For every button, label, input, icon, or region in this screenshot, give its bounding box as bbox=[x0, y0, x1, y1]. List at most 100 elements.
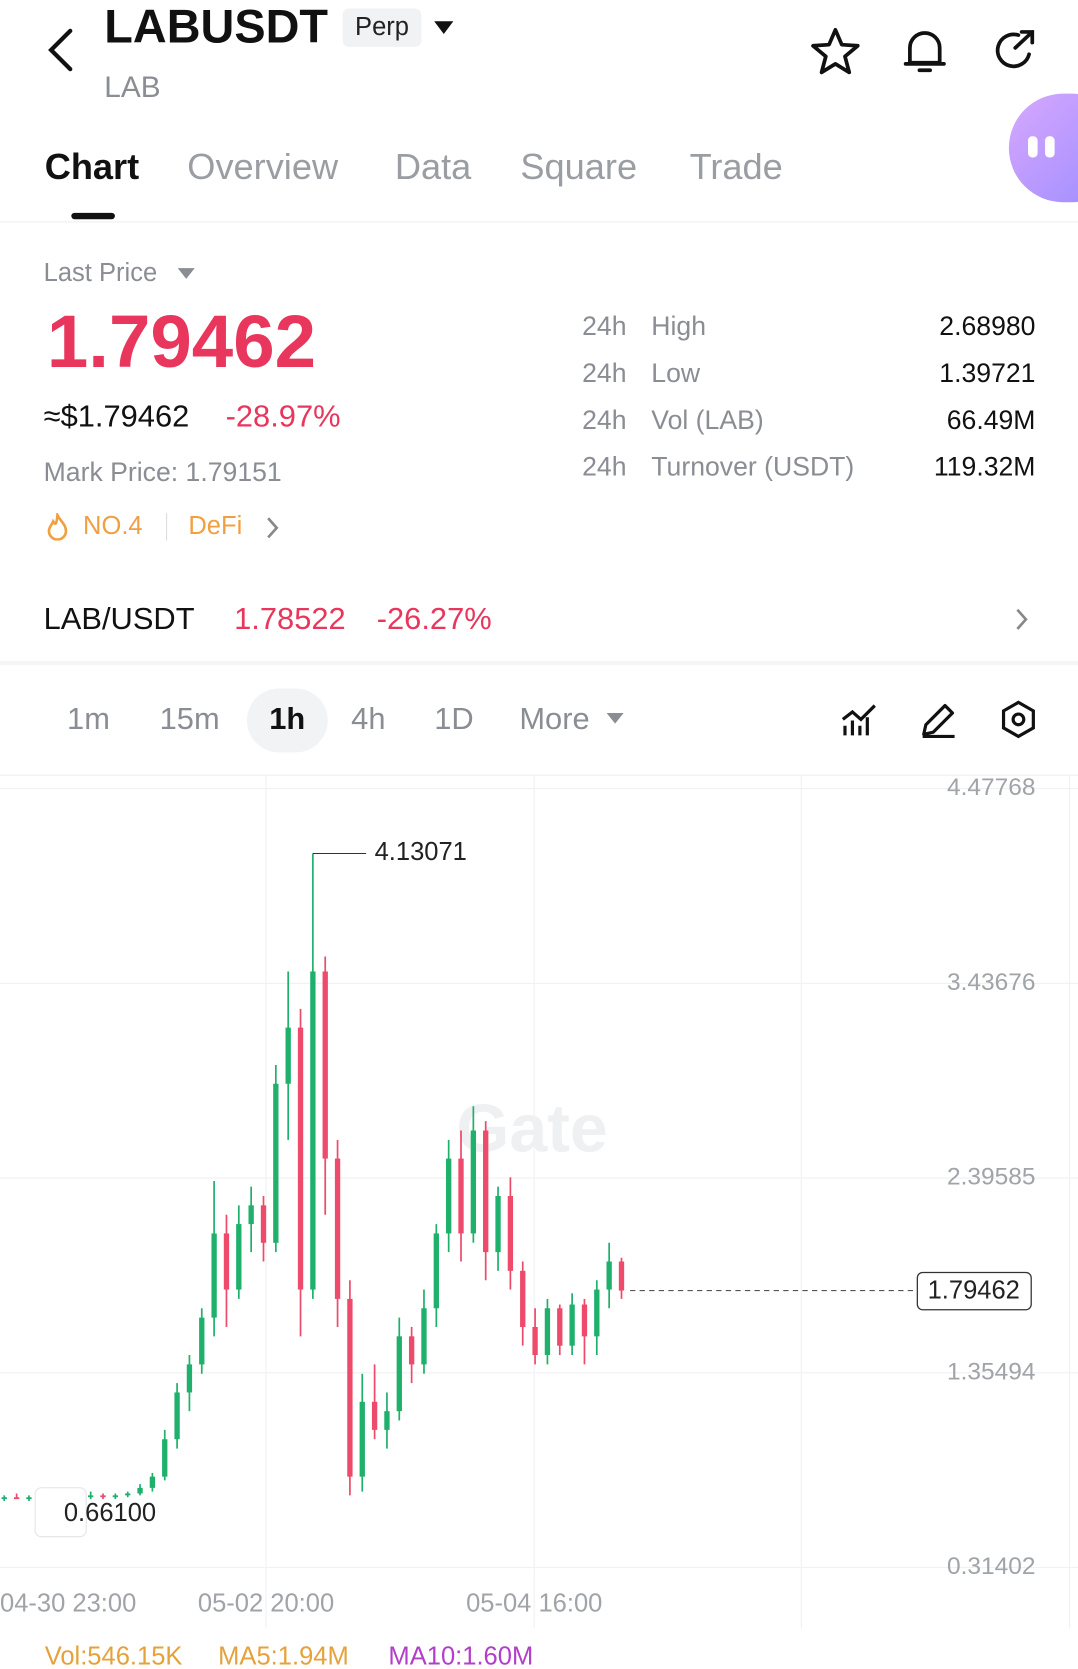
low-label: 0.66100 bbox=[64, 1499, 156, 1527]
timeframe[interactable]: 1D bbox=[434, 702, 474, 737]
candle-body bbox=[532, 1326, 538, 1356]
candle-body bbox=[260, 1205, 267, 1243]
bubble-eye bbox=[1028, 136, 1038, 158]
candle-body bbox=[211, 1233, 217, 1318]
candle-body bbox=[594, 1289, 600, 1337]
candle-body bbox=[347, 1298, 353, 1477]
indicator-value: Vol:546.15K bbox=[44, 1642, 183, 1669]
dropdown[interactable] bbox=[606, 711, 625, 726]
candle-body bbox=[248, 1205, 254, 1225]
tab[interactable]: Trade bbox=[689, 146, 783, 188]
symbol: LABUSDT bbox=[104, 1, 328, 54]
price-type[interactable]: Last Price bbox=[43, 258, 158, 288]
divider bbox=[0, 774, 1078, 776]
candle-body bbox=[334, 1158, 341, 1299]
candle-body bbox=[1, 1497, 7, 1500]
y-tick-label: 1.35494 bbox=[947, 1358, 1035, 1385]
candle-body bbox=[310, 971, 316, 1290]
settings-icon[interactable] bbox=[999, 699, 1037, 739]
candle-body bbox=[544, 1308, 551, 1356]
timeframe-more[interactable]: More bbox=[519, 702, 590, 737]
back-button[interactable] bbox=[43, 27, 79, 74]
base-asset: LAB bbox=[104, 70, 161, 104]
candle-body bbox=[618, 1261, 625, 1291]
candle-body bbox=[520, 1270, 526, 1327]
spot-change: -26.27% bbox=[376, 602, 492, 637]
y-tick-label: 0.31402 bbox=[947, 1553, 1035, 1580]
candle-body bbox=[495, 1196, 501, 1253]
tab-active[interactable]: Chart bbox=[44, 146, 140, 188]
stat-period: 24h bbox=[582, 452, 627, 483]
timeframe[interactable]: 1m bbox=[67, 702, 110, 737]
candle-body bbox=[433, 1233, 439, 1309]
tab[interactable]: Square bbox=[520, 146, 638, 188]
spot-pair[interactable]: LAB/USDT bbox=[43, 602, 195, 637]
candle-body bbox=[446, 1158, 452, 1234]
alert-icon[interactable] bbox=[900, 26, 949, 77]
chevron[interactable] bbox=[264, 515, 281, 541]
timeframe-active[interactable]: 1h bbox=[269, 702, 306, 737]
stat-value: 66.49M bbox=[946, 405, 1036, 436]
chevron[interactable] bbox=[1013, 607, 1030, 633]
candle-body bbox=[470, 1130, 477, 1234]
dropdown[interactable] bbox=[433, 19, 454, 36]
candle-body bbox=[236, 1224, 242, 1290]
candle-body bbox=[581, 1304, 588, 1337]
separator bbox=[166, 512, 168, 541]
stat-value: 119.32M bbox=[933, 452, 1036, 483]
draw-icon[interactable] bbox=[919, 700, 957, 739]
tab[interactable]: Data bbox=[394, 146, 472, 188]
share-icon[interactable] bbox=[990, 27, 1039, 76]
x-tick-label: 05-04 16:00 bbox=[466, 1590, 602, 1618]
mark-price: Mark Price: 1.79151 bbox=[43, 457, 282, 488]
candle-body bbox=[149, 1476, 156, 1488]
candle-body bbox=[199, 1317, 205, 1365]
assistant-bubble[interactable] bbox=[1008, 93, 1078, 203]
candle-body bbox=[273, 1083, 279, 1243]
low-marker-box bbox=[34, 1487, 87, 1538]
candle-body bbox=[371, 1401, 378, 1430]
candlestick-chart: Gate 4.47768 3.43676 2.39585 1.35494 0.31402… bbox=[0, 774, 1078, 1629]
favorite-icon[interactable] bbox=[811, 27, 860, 76]
rank-tag[interactable]: NO.4 bbox=[83, 511, 143, 541]
indicator-value: MA5:1.94M bbox=[218, 1642, 349, 1669]
candle-body bbox=[507, 1196, 514, 1271]
divider bbox=[0, 660, 1078, 666]
stat-label: Low bbox=[651, 358, 701, 389]
candle-body bbox=[13, 1497, 20, 1500]
candle-body bbox=[408, 1336, 415, 1365]
candle-body bbox=[137, 1487, 143, 1494]
candle-body bbox=[384, 1411, 390, 1430]
perp-badge[interactable]: Perp bbox=[342, 8, 422, 47]
price-change: -28.97% bbox=[225, 400, 341, 435]
stat-period: 24h bbox=[582, 358, 627, 389]
stat-label: High bbox=[651, 311, 707, 342]
candle-body bbox=[458, 1158, 464, 1234]
candle-body bbox=[569, 1304, 575, 1346]
timeframe[interactable]: 4h bbox=[351, 702, 386, 737]
stat-value: 1.39721 bbox=[939, 358, 1036, 389]
last-price-label: 1.79462 bbox=[928, 1276, 1020, 1304]
candle-body bbox=[162, 1439, 168, 1477]
timeframe-active-bg bbox=[246, 688, 328, 753]
candle-body bbox=[297, 1027, 304, 1290]
indicator-icon[interactable] bbox=[840, 700, 878, 738]
watermark: Gate bbox=[456, 1090, 607, 1166]
y-tick-label: 3.43676 bbox=[947, 969, 1035, 996]
last-price: 1.79462 bbox=[46, 300, 317, 384]
last-price-box bbox=[916, 1271, 1032, 1311]
tab-indicator bbox=[71, 212, 115, 220]
candle-body bbox=[557, 1308, 563, 1346]
timeframe[interactable]: 15m bbox=[159, 702, 220, 737]
candle-body bbox=[483, 1130, 489, 1253]
candle-body bbox=[606, 1261, 612, 1290]
divider bbox=[0, 221, 1078, 223]
sector-tag[interactable]: DeFi bbox=[188, 511, 243, 541]
spot-price: 1.78522 bbox=[234, 602, 346, 637]
candle-body bbox=[421, 1308, 427, 1365]
candle-body bbox=[322, 971, 328, 1159]
tab[interactable]: Overview bbox=[187, 146, 339, 188]
candle-body bbox=[125, 1493, 131, 1496]
dropdown[interactable] bbox=[177, 266, 196, 281]
stat-label: Vol (LAB) bbox=[651, 405, 764, 436]
